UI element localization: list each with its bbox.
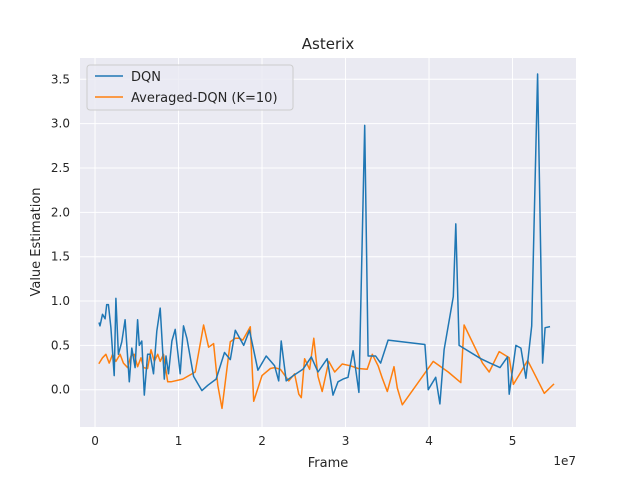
x-tick-label: 0: [91, 434, 99, 448]
y-tick-label: 3.5: [51, 72, 70, 86]
legend-label-dqn: DQN: [131, 70, 161, 85]
x-tick-label: 3: [342, 434, 350, 448]
series-layer: [98, 73, 555, 410]
legend-box: [86, 64, 294, 111]
y-tick-label: 0.5: [51, 338, 70, 352]
y-tick-label: 3.0: [51, 117, 70, 131]
x-tick-labels: 0 1 2 3 4 5: [91, 434, 516, 448]
y-tick-labels: 0.0 0.5 1.0 1.5 2.0 2.5 3.0 3.5: [51, 72, 70, 396]
series-line-dqn: [98, 73, 551, 405]
x-tick-label: 4: [425, 434, 433, 448]
y-tick-label: 0.0: [51, 383, 70, 397]
x-axis-offset-label: 1e7: [553, 454, 576, 468]
y-tick-label: 1.0: [51, 294, 70, 308]
chart-title: Asterix: [302, 35, 355, 53]
y-axis-label: Value Estimation: [29, 187, 44, 296]
x-tick-label: 2: [258, 434, 266, 448]
x-tick-label: 1: [175, 434, 183, 448]
y-tick-label: 2.0: [51, 205, 70, 219]
x-tick-label: 5: [509, 434, 517, 448]
legend-label-averaged-dqn: Averaged-DQN (K=10): [131, 91, 278, 106]
y-tick-label: 1.5: [51, 250, 70, 264]
x-axis-label: Frame: [308, 456, 349, 471]
y-tick-label: 2.5: [51, 161, 70, 175]
legend: DQN Averaged-DQN (K=10): [86, 64, 294, 111]
